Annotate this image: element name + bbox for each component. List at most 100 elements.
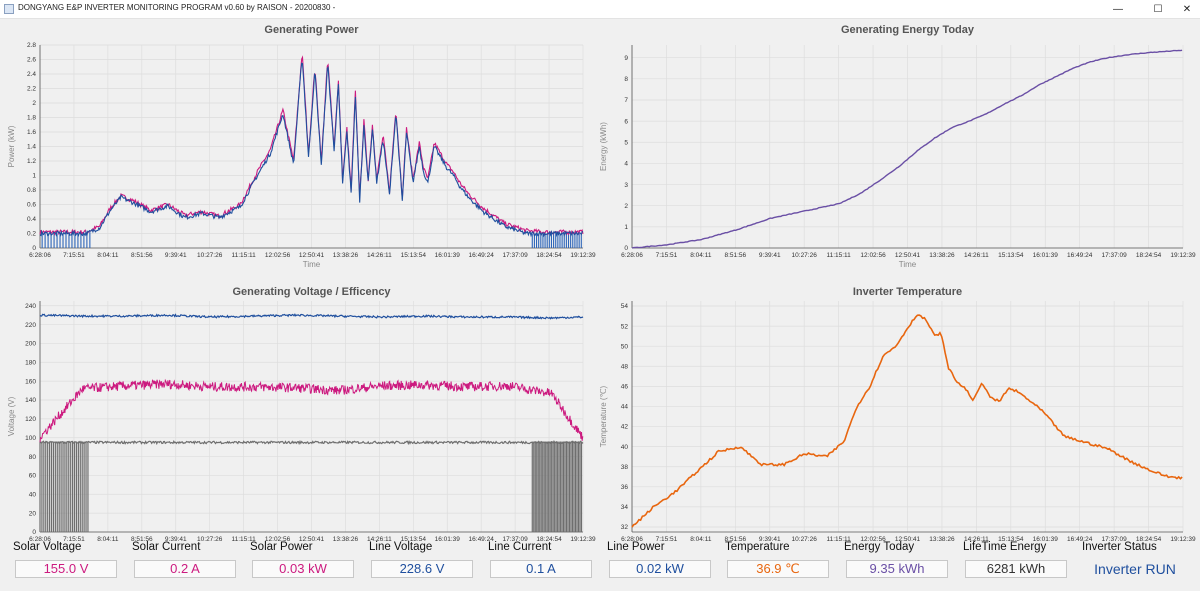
x-tick-label: 13:38:26	[929, 536, 955, 543]
x-tick-label: 17:37:09	[1101, 252, 1127, 259]
y-tick-label: 1.4	[27, 144, 36, 151]
x-tick-label: 11:15:11	[826, 252, 851, 259]
x-axis-label: Time	[303, 260, 321, 269]
x-tick-label: 14:26:11	[964, 252, 989, 259]
y-tick-label: 34	[621, 504, 629, 511]
app-icon	[4, 4, 14, 14]
stat-label: Line Voltage	[369, 541, 433, 553]
energy-series	[631, 49, 1183, 249]
x-tick-label: 16:01:39	[1033, 252, 1059, 259]
x-tick-label: 17:37:09	[502, 536, 528, 543]
x-tick-label: 8:04:11	[97, 252, 119, 259]
y-tick-label: 1.2	[27, 158, 36, 165]
stat-label: Inverter Status	[1082, 541, 1157, 553]
x-tick-label: 16:49:24	[1067, 252, 1093, 259]
temperature-title: Inverter Temperature	[853, 286, 962, 298]
stat-solar-current: Solar Current 0.2 A	[132, 541, 244, 591]
x-tick-label: 12:02:56	[265, 252, 291, 259]
x-tick-label: 15:13:54	[401, 252, 427, 259]
x-tick-label: 16:01:39	[435, 252, 461, 259]
y-tick-label: 80	[29, 454, 37, 461]
x-tick-label: 14:26:11	[964, 536, 989, 543]
y-tick-label: 1.6	[27, 129, 36, 136]
power-title: Generating Power	[264, 24, 359, 36]
stat-inverter-status: Inverter Status Inverter RUN	[1082, 541, 1194, 591]
stat-label: Energy Today	[844, 541, 915, 553]
x-axis-label: Time	[899, 260, 917, 269]
y-tick-label: 6	[624, 118, 628, 125]
power-chart: Generating Power 0 0.2 0.4 0.6 0.8 1 1.2 1.4 1.6 1…	[0, 19, 600, 281]
x-tick-label: 17:37:09	[502, 252, 528, 259]
x-tick-label: 11:15:11	[231, 536, 256, 543]
x-tick-label: 15:13:54	[998, 252, 1024, 259]
y-tick-label: 2.4	[27, 71, 36, 78]
window-title: DONGYANG E&P INVERTER MONITORING PROGRAM…	[18, 3, 336, 12]
y-tick-label: 0.8	[27, 187, 36, 194]
y-tick-label: 0.4	[27, 216, 36, 223]
x-tick-label: 8:04:11	[97, 536, 119, 543]
x-tick-label: 10:27:26	[792, 536, 818, 543]
y-axis-label: Power (kW)	[7, 125, 16, 167]
x-tick-label: 6:28:06	[29, 252, 51, 259]
x-tick-label: 10:27:26	[197, 252, 223, 259]
maximize-button[interactable]: ☐	[1153, 3, 1163, 15]
y-tick-label: 120	[25, 416, 36, 423]
stat-value: 0.02 kW	[609, 560, 711, 578]
x-tick-label: 10:27:26	[792, 252, 818, 259]
close-button[interactable]: ✕	[1182, 3, 1192, 15]
x-tick-label: 17:37:09	[1101, 536, 1127, 543]
y-tick-label: 180	[25, 359, 36, 366]
x-tick-label: 12:02:56	[860, 252, 886, 259]
voltage-svg: Generating Voltage / Efficency 0 20 40 60 80 1…	[7, 286, 596, 543]
minimize-button[interactable]: —	[1113, 3, 1123, 15]
x-tick-label: 9:39:41	[165, 252, 187, 259]
stat-label: Solar Power	[250, 541, 313, 553]
y-tick-label: 40	[621, 444, 629, 451]
y-tick-label: 200	[25, 341, 36, 348]
stat-line-power: Line Power 0.02 kW	[607, 541, 719, 591]
stat-label: Temperature	[725, 541, 790, 553]
energy-chart: Generating Energy Today 0 1 2 3 4 5 6 7 8 9 6:28:06…	[600, 19, 1200, 281]
y-axis-label: Energy (kWh)	[600, 122, 608, 171]
y-tick-label: 32	[621, 524, 629, 531]
y-tick-label: 7	[624, 97, 628, 104]
y-tick-label: 0	[32, 529, 36, 536]
y-tick-label: 100	[25, 435, 36, 442]
x-tick-label: 16:01:39	[435, 536, 461, 543]
x-tick-label: 15:13:54	[998, 536, 1024, 543]
y-tick-label: 240	[25, 303, 36, 310]
y-tick-label: 46	[621, 384, 629, 391]
stat-label: Solar Current	[132, 541, 201, 553]
x-tick-label: 19:12:39	[1170, 536, 1196, 543]
y-tick-label: 2	[624, 203, 628, 210]
temperature-series	[631, 314, 1183, 528]
solar-voltage-series	[39, 378, 584, 443]
x-tick-label: 14:26:11	[367, 536, 392, 543]
stat-value: 228.6 V	[371, 560, 473, 578]
voltage-chart: Generating Voltage / Efficency 0 20 40 60 80 1…	[0, 281, 600, 543]
y-tick-label: 20	[29, 510, 37, 517]
stat-value: 36.9 ℃	[727, 560, 829, 578]
y-tick-label: 1	[624, 224, 628, 231]
x-tick-label: 12:50:41	[895, 536, 921, 543]
y-tick-label: 9	[624, 55, 628, 62]
y-tick-label: 0.6	[27, 202, 36, 209]
y-tick-label: 2.8	[27, 42, 36, 49]
x-tick-label: 10:27:26	[197, 536, 223, 543]
x-tick-label: 18:24:54	[536, 536, 562, 543]
energy-svg: Generating Energy Today 0 1 2 3 4 5 6 7 8 9 6:28:06…	[600, 24, 1196, 269]
x-tick-label: 8:04:11	[690, 536, 712, 543]
x-tick-label: 7:15:51	[63, 536, 85, 543]
stat-label: Line Power	[607, 541, 665, 553]
voltage-title: Generating Voltage / Efficency	[232, 286, 391, 298]
stat-lifetime-energy: LifeTime Energy 6281 kWh	[963, 541, 1075, 591]
y-tick-label: 38	[621, 464, 629, 471]
stat-temperature: Temperature 36.9 ℃	[725, 541, 837, 591]
x-tick-label: 7:15:51	[656, 536, 678, 543]
x-tick-label: 14:26:11	[367, 252, 392, 259]
x-tick-label: 16:49:24	[1067, 536, 1093, 543]
stat-value: 0.2 A	[134, 560, 236, 578]
y-tick-label: 44	[621, 404, 629, 411]
y-tick-label: 0	[32, 245, 36, 252]
power-svg: Generating Power 0 0.2 0.4 0.6 0.8 1 1.2 1.4 1.6 1…	[7, 24, 596, 269]
